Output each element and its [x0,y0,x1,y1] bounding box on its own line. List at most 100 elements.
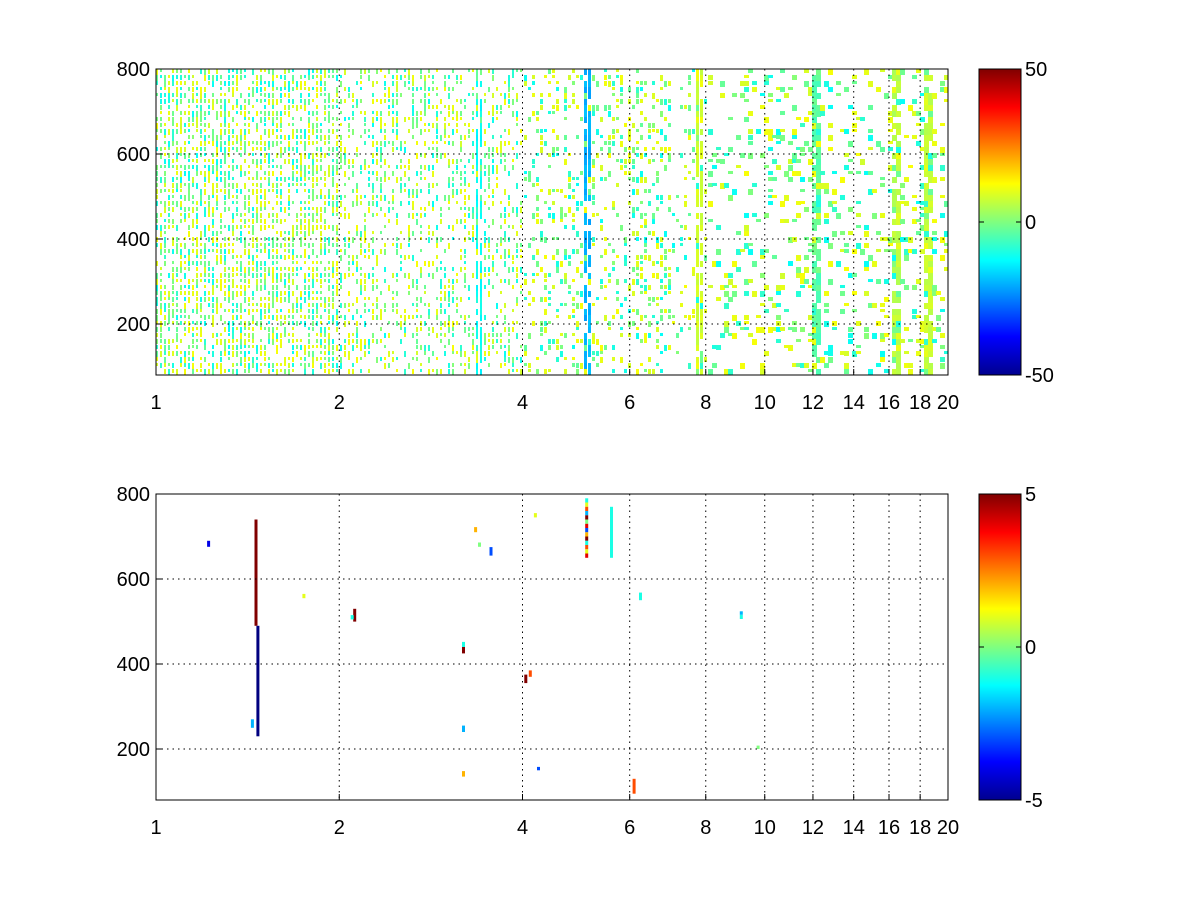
heatmap-cell [356,333,358,338]
heatmap-cell [604,249,607,255]
heatmap-cell [892,255,897,261]
heatmap-cell [448,339,450,345]
heatmap-cell [476,189,478,195]
heatmap-cell [188,75,190,80]
heatmap-cell [184,285,186,288]
heatmap-cell [840,309,845,314]
heatmap-cell [620,75,623,81]
heatmap-cell [220,129,222,135]
heatmap-cell [288,213,290,216]
heatmap-cell [464,321,466,324]
heatmap-cell [228,207,230,211]
heatmap-cell [656,129,659,133]
heatmap-cell [164,129,166,135]
heatmap-cell [280,231,282,237]
heatmap-cell [540,141,543,145]
heatmap-cell [276,327,278,330]
heatmap-cell [892,93,897,99]
heatmap-cell [248,93,250,97]
heatmap-cell [688,75,691,80]
heatmap-cell [228,129,230,134]
heatmap-cell [424,111,426,116]
heatmap-cell [724,273,729,278]
heatmap-cell [916,315,921,318]
heatmap-cell [944,99,948,102]
heatmap-cell [632,321,635,326]
heatmap-cell [252,87,254,93]
heatmap-cell [232,249,234,253]
heatmap-cell [588,105,591,111]
heatmap-cell [480,81,482,87]
heatmap-cell [464,171,466,174]
heatmap-cell [368,309,370,312]
heatmap-cell [828,87,833,92]
heatmap-cell [176,147,178,153]
heatmap-cell [220,87,222,90]
heatmap-cell [508,99,510,104]
heatmap-cell [700,171,703,177]
heatmap-cell [284,297,286,302]
heatmap-cell [788,87,793,90]
heatmap-cell [536,207,539,211]
heatmap-cell [816,369,821,375]
heatmap-cell [924,219,929,225]
heatmap-cell [376,201,378,207]
heatmap-cell [664,165,667,171]
heatmap-cell [900,99,905,104]
heatmap-cell [352,273,354,276]
heatmap-cell [656,363,659,366]
heatmap-cell [308,285,310,290]
heatmap-cell [444,273,446,278]
heatmap-cell [480,267,482,273]
heatmap-cell [308,231,310,236]
heatmap-cell [204,189,206,195]
heatmap-cell [320,123,322,126]
heatmap-cell [764,75,769,81]
heatmap-cell [204,117,206,120]
heatmap-cell [868,303,873,308]
heatmap-cell [556,99,559,104]
heatmap-cell [344,249,346,255]
heatmap-cell [700,261,703,267]
heatmap-cell [356,345,358,348]
heatmap-cell [188,159,190,162]
top-gridlines [156,68,948,375]
heatmap-cell [232,303,234,306]
heatmap-cell [832,171,837,174]
heatmap-cell [480,201,482,207]
heatmap-cell [544,141,547,146]
heatmap-cell [408,189,410,195]
heatmap-cell [468,195,470,200]
heatmap-cell [264,327,266,330]
heatmap-cell [248,231,250,234]
heatmap-cell [648,255,651,261]
heatmap-cell [900,339,905,343]
heatmap-cell [396,177,398,183]
heatmap-cell [852,129,857,132]
heatmap-cell [312,159,314,165]
heatmap-cell [232,309,234,313]
heatmap-cell [468,297,470,300]
heatmap-cell [468,207,470,211]
heatmap-cell [308,327,310,330]
heatmap-cell [496,303,498,309]
heatmap-cell [384,363,386,369]
heatmap-cell [172,177,174,182]
heatmap-cell [460,345,462,351]
heatmap-cell [280,87,282,91]
top-x-tick-labels: 1 2 4 6 8 10 12 14 16 18 20 [150,369,959,414]
heatmap-cell [344,87,346,91]
heatmap-cell [700,105,703,111]
heatmap-cell [348,357,350,360]
heatmap-cell [816,273,821,279]
heatmap-cell [524,75,527,81]
heatmap-cell [544,351,547,355]
heatmap-cell [164,147,166,150]
heatmap-cell [684,177,687,180]
heatmap-cell [680,327,683,332]
heatmap-cell [292,99,294,104]
heatmap-cell [456,201,458,204]
heatmap-cell [452,297,454,303]
heatmap-cell [168,159,170,165]
